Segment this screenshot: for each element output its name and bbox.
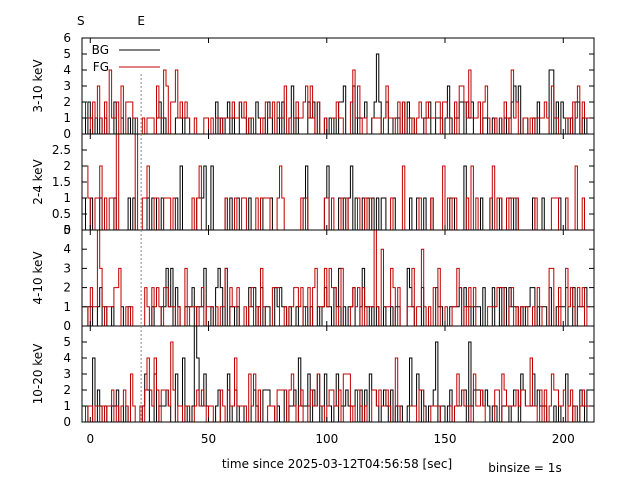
y-axis-label: 10-20 keV (31, 343, 45, 405)
y-tick-label: 2.5 (52, 143, 71, 157)
y-tick-label: 1 (63, 399, 71, 413)
y-axis-label: 4-10 keV (31, 251, 45, 305)
y-tick-label: 5 (63, 47, 71, 61)
series-fg-line (83, 69, 590, 135)
marker-e-label: E (137, 14, 145, 28)
binsize-label: binsize = 1s (488, 461, 561, 475)
y-tick-label: 0 (63, 223, 71, 237)
y-tick-label: 1 (63, 300, 71, 314)
y-tick-label: 3 (63, 367, 71, 381)
marker-s-label: S (77, 14, 85, 28)
x-axis-label: time since 2025-03-12T04:56:58 [sec] (222, 457, 452, 471)
panel-2-4-kev: 0 0.5 1 1.5 2 2.5 2-4 keV (31, 133, 595, 237)
y-tick-label: 0 (63, 127, 71, 141)
y-tick-label: 4 (63, 63, 71, 77)
panel-10-20-kev: 0 1 2 3 4 5 10-20 keV (31, 325, 595, 429)
y-axis-label: 3-10 keV (31, 59, 45, 113)
panels: 0 1 2 3 4 5 6 3-10 keV 0 0.5 1 1.5 2 2.5 2-4 keV 0 1 2 3 4 5… (31, 31, 595, 429)
y-tick-label: 2 (63, 281, 71, 295)
y-tick-label: 4 (63, 242, 71, 256)
panel-3-10-kev: 0 1 2 3 4 5 6 3-10 keV (31, 31, 595, 141)
y-tick-label: 2 (63, 95, 71, 109)
legend-label-fg: FG (93, 60, 109, 74)
y-tick-label: 5 (63, 335, 71, 349)
series-fg-line (83, 229, 590, 327)
legend: BG FG (92, 43, 160, 74)
y-tick-label: 6 (63, 31, 71, 45)
x-tick-label: 200 (552, 432, 575, 446)
y-tick-label: 5 (63, 223, 71, 237)
x-tick-label: 0 (86, 432, 94, 446)
y-tick-label: 1 (63, 111, 71, 125)
y-tick-label: 4 (63, 351, 71, 365)
y-tick-label: 3 (63, 79, 71, 93)
y-tick-label: 3 (63, 261, 71, 275)
y-axis-label: 2-4 keV (31, 158, 45, 204)
y-tick-label: 0.5 (52, 207, 71, 221)
y-tick-label: 1.5 (52, 175, 71, 189)
x-tick-label: 50 (201, 432, 216, 446)
y-tick-label: 2 (63, 159, 71, 173)
y-tick-label: 0 (63, 415, 71, 429)
y-tick-label: 2 (63, 383, 71, 397)
legend-label-bg: BG (92, 43, 109, 57)
plot-frame (81, 229, 595, 327)
x-tick-label: 100 (315, 432, 338, 446)
y-tick-label: 1 (63, 191, 71, 205)
x-tick-label: 150 (434, 432, 457, 446)
y-tick-label: 0 (63, 319, 71, 333)
panel-4-10-kev: 0 1 2 3 4 5 4-10 keV (31, 223, 595, 333)
